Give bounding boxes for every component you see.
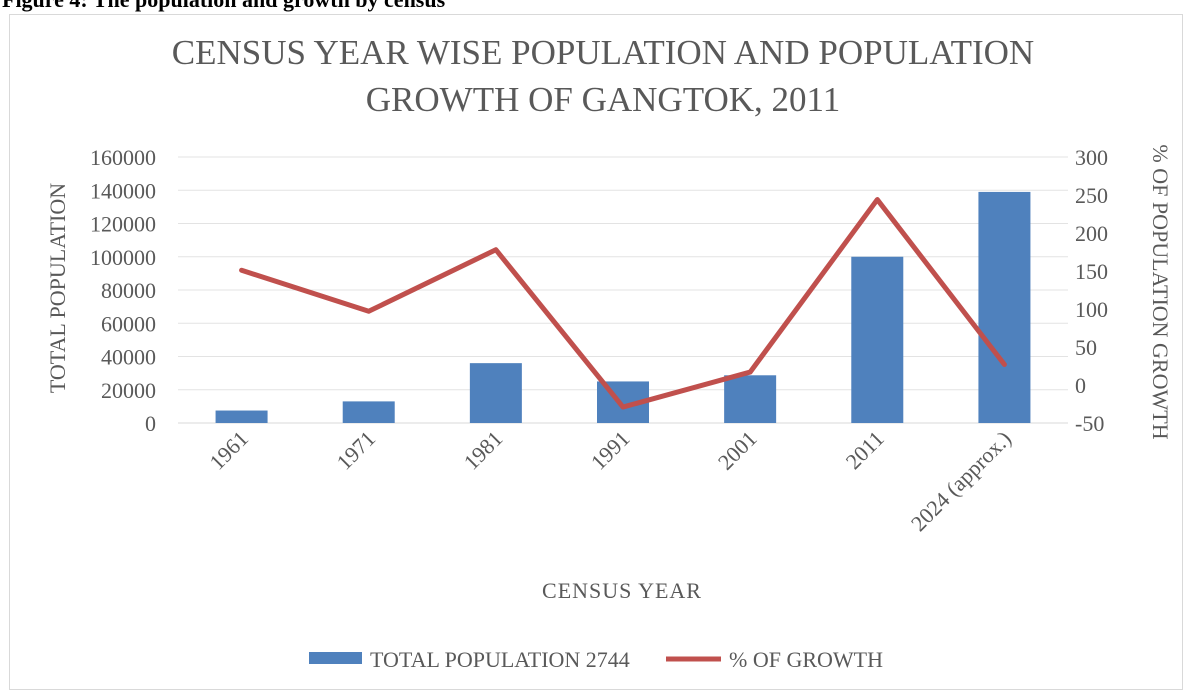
bar-2011 [851, 256, 904, 423]
legend-label-population: TOTAL POPULATION 2744 [370, 647, 630, 672]
y-tick-label: 80000 [101, 278, 156, 303]
y-tick-label: 20000 [101, 378, 156, 403]
figure-caption: Figure 4: The population and growth by c… [2, 0, 1192, 14]
legend: TOTAL POPULATION 2744 % OF GROWTH [309, 647, 883, 672]
x-tick-label: 1971 [331, 426, 380, 475]
bar-2024approx [978, 191, 1031, 423]
y2-tick-label: 300 [1075, 145, 1108, 170]
right-axis-ticks: -50 0 50 100 150 200 250 300 [1075, 145, 1108, 436]
bar-series [215, 191, 1031, 423]
y2-tick-label: 100 [1075, 297, 1108, 322]
x-tick-label: 2024 (approx.) [906, 426, 1016, 536]
bar-1961 [215, 410, 268, 423]
legend-label-growth: % OF GROWTH [729, 647, 883, 672]
x-tick-label: 2001 [713, 426, 762, 475]
left-axis-ticks: 0 20000 40000 60000 80000 100000 120000 140000 1… [90, 145, 156, 436]
y2-tick-label: -50 [1075, 411, 1104, 436]
y2-tick-label: 50 [1075, 335, 1097, 360]
x-tick-label: 1991 [586, 426, 635, 475]
x-axis-label: CENSUS YEAR [542, 578, 702, 603]
y-tick-label: 0 [145, 411, 156, 436]
y-tick-label: 140000 [90, 178, 156, 203]
y-tick-label: 40000 [101, 345, 156, 370]
y-tick-label: 60000 [101, 311, 156, 336]
chart-title-line-1: CENSUS YEAR WISE POPULATION AND POPULATI… [172, 33, 1034, 72]
x-tick-label: 1981 [459, 426, 508, 475]
bar-1971 [342, 401, 395, 423]
chart-title-line-2: GROWTH OF GANGTOK, 2011 [366, 80, 840, 119]
x-axis-ticks: 1961 1971 1981 1991 2001 2011 2024 (approx.) [204, 426, 1016, 536]
gridlines [178, 156, 1068, 424]
bar-2001 [724, 375, 777, 423]
y2-tick-label: 0 [1075, 373, 1086, 398]
y2-tick-label: 200 [1075, 221, 1108, 246]
legend-swatch-population [309, 652, 362, 664]
y-tick-label: 160000 [90, 145, 156, 170]
y2-axis-label: % OF POPULATION GROWTH [1148, 144, 1173, 439]
x-tick-label: 1961 [204, 426, 253, 475]
y2-tick-label: 150 [1075, 259, 1108, 284]
y-tick-label: 100000 [90, 245, 156, 270]
y2-tick-label: 250 [1075, 183, 1108, 208]
line-series [239, 197, 1007, 410]
y-axis-label: TOTAL POPULATION [45, 183, 70, 393]
bar-1981 [469, 363, 522, 423]
y-tick-label: 120000 [90, 212, 156, 237]
x-tick-label: 2011 [841, 426, 889, 474]
